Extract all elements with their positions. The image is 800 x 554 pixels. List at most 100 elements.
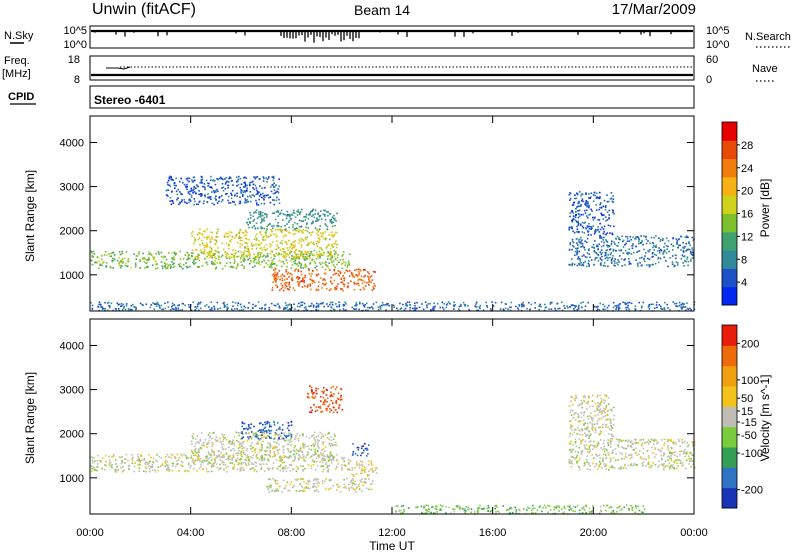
range-gate-cell: [131, 457, 134, 459]
range-gate-cell: [302, 470, 304, 472]
range-gate-cell: [332, 402, 334, 404]
range-gate-cell: [464, 305, 466, 307]
range-gate-cell: [216, 262, 219, 264]
range-gate-cell: [208, 452, 210, 455]
range-gate-cell: [191, 436, 194, 438]
range-gate-cell: [335, 287, 338, 290]
range-gate-cell: [392, 304, 395, 307]
range-gate-cell: [517, 307, 519, 309]
range-gate-cell: [201, 234, 204, 236]
range-gate-cell: [197, 238, 200, 241]
range-gate-cell: [144, 462, 146, 465]
range-gate-cell: [335, 466, 338, 468]
range-gate-cell: [286, 214, 289, 216]
range-gate-cell: [253, 253, 255, 256]
range-gate-cell: [300, 252, 302, 254]
range-gate-cell: [251, 457, 254, 459]
range-gate-cell: [316, 489, 318, 491]
range-gate-cell: [248, 459, 250, 462]
range-gate-cell: [668, 456, 671, 458]
range-gate-cell: [273, 438, 275, 440]
range-gate-cell: [359, 288, 362, 291]
range-gate-cell: [356, 454, 359, 457]
range-gate-cell: [458, 305, 461, 308]
range-gate-cell: [210, 262, 213, 265]
range-gate-cell: [324, 223, 326, 225]
range-gate-cell: [603, 225, 606, 228]
range-gate-cell: [586, 451, 589, 453]
range-gate-cell: [152, 302, 154, 304]
range-gate-cell: [617, 304, 620, 306]
range-gate-cell: [229, 266, 232, 268]
range-gate-cell: [267, 487, 270, 490]
range-gate-cell: [577, 213, 580, 215]
range-gate-cell: [654, 448, 657, 450]
range-gate-cell: [258, 448, 261, 451]
range-gate-cell: [286, 243, 288, 245]
range-gate-cell: [218, 256, 220, 258]
range-gate-cell: [599, 257, 602, 259]
range-gate-cell: [227, 458, 230, 461]
range-gate-cell: [631, 247, 634, 249]
range-gate-cell: [592, 194, 595, 196]
range-gate-cell: [204, 460, 206, 462]
range-gate-cell: [203, 247, 206, 249]
range-gate-cell: [290, 436, 293, 438]
range-gate-cell: [670, 452, 673, 454]
range-gate-cell: [626, 306, 629, 309]
range-gate-cell: [251, 463, 253, 465]
range-gate-cell: [578, 200, 580, 203]
range-gate-cell: [660, 457, 663, 459]
range-gate-cell: [641, 305, 643, 308]
range-gate-cell: [297, 440, 300, 442]
nsearch-tick-top: 10^5: [706, 25, 730, 37]
range-gate-cell: [200, 307, 202, 310]
range-gate-cell: [603, 214, 605, 216]
range-gate-cell: [605, 240, 608, 242]
range-gate-cell: [238, 231, 241, 233]
range-gate-cell: [252, 183, 255, 186]
range-gate-cell: [602, 205, 605, 208]
range-gate-cell: [275, 273, 278, 276]
range-gate-cell: [576, 264, 579, 267]
range-gate-cell: [307, 445, 309, 447]
range-gate-cell: [287, 309, 289, 311]
range-gate-cell: [257, 204, 260, 206]
range-gate-cell: [283, 445, 285, 447]
range-gate-cell: [229, 462, 232, 464]
station-title: Unwin (fitACF): [92, 1, 196, 18]
range-gate-cell: [639, 257, 641, 259]
range-gate-cell: [218, 177, 221, 180]
range-gate-cell: [100, 304, 102, 306]
range-gate-cell: [322, 470, 324, 473]
range-gate-cell: [302, 489, 304, 492]
range-gate-cell: [670, 440, 672, 443]
range-gate-cell: [240, 443, 242, 446]
range-gate-cell: [605, 448, 607, 450]
range-gate-cell: [119, 266, 122, 269]
range-gate-cell: [302, 434, 304, 437]
range-gate-cell: [319, 431, 321, 434]
range-gate-cell: [100, 461, 102, 463]
range-gate-cell: [278, 436, 280, 439]
range-gate-cell: [155, 260, 157, 263]
range-gate-cell: [327, 456, 329, 459]
range-gate-cell: [174, 457, 177, 459]
range-gate-cell: [580, 450, 583, 453]
colorbar-segment: [722, 268, 737, 288]
range-gate-cell: [653, 438, 656, 441]
range-gate-cell: [617, 446, 620, 448]
range-gate-cell: [213, 465, 215, 467]
range-gate-cell: [243, 305, 245, 308]
range-gate-cell: [253, 188, 256, 191]
range-gate-cell: [276, 482, 279, 485]
range-gate-cell: [199, 457, 202, 460]
range-gate-cell: [260, 463, 262, 466]
range-gate-cell: [517, 308, 520, 311]
range-gate-cell: [329, 451, 332, 454]
range-gate-cell: [612, 457, 615, 459]
range-gate-cell: [569, 243, 571, 246]
range-gate-cell: [348, 462, 350, 464]
range-gate-cell: [641, 240, 643, 243]
range-gate-cell: [118, 456, 121, 458]
